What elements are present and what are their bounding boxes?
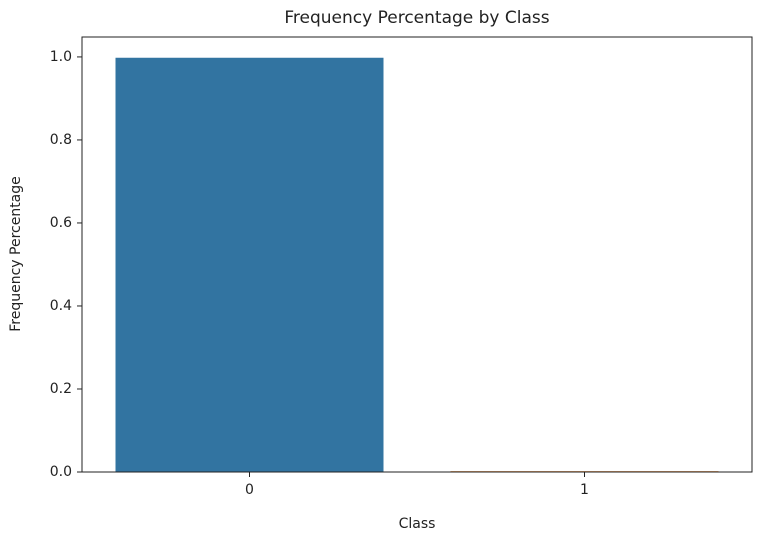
x-tick-label: 1 — [580, 482, 589, 498]
y-tick-label: 0.8 — [50, 132, 72, 148]
axes-frame — [81, 36, 753, 473]
x-axis-label: Class — [399, 516, 436, 532]
y-tick-label: 0.4 — [50, 298, 72, 314]
x-tick-label: 0 — [245, 482, 254, 498]
y-tick-label: 0.6 — [50, 215, 72, 231]
chart-title: Frequency Percentage by Class — [284, 8, 549, 28]
y-tick-label: 0.2 — [50, 381, 72, 397]
y-tick-label: 1.0 — [50, 49, 72, 65]
y-axis-label: Frequency Percentage — [8, 176, 24, 332]
bar — [115, 57, 384, 473]
y-tick-label: 0.0 — [50, 464, 72, 480]
